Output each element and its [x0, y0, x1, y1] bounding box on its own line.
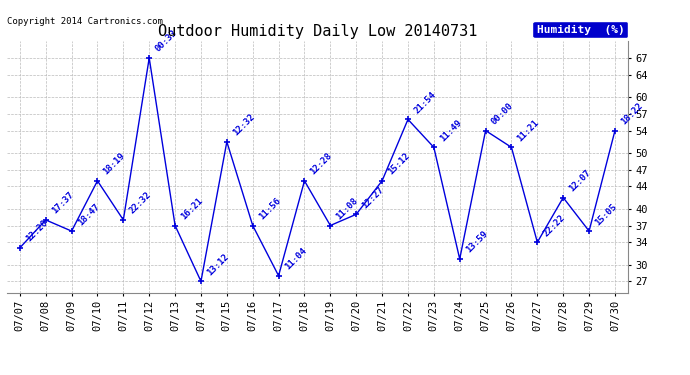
Text: 12:32: 12:32 [231, 112, 257, 138]
Text: 12:20: 12:20 [24, 218, 50, 244]
Text: 00:00: 00:00 [490, 101, 515, 126]
Text: 18:22: 18:22 [619, 101, 644, 126]
Text: 13:59: 13:59 [464, 230, 489, 255]
Text: 11:56: 11:56 [257, 196, 282, 221]
Text: 12:28: 12:28 [308, 151, 334, 177]
Text: 17:37: 17:37 [50, 190, 75, 216]
Text: Copyright 2014 Cartronics.com: Copyright 2014 Cartronics.com [7, 17, 163, 26]
Text: 21:54: 21:54 [412, 90, 437, 115]
Text: 22:32: 22:32 [128, 190, 153, 216]
Title: Outdoor Humidity Daily Low 20140731: Outdoor Humidity Daily Low 20140731 [158, 24, 477, 39]
Text: 11:21: 11:21 [515, 118, 541, 143]
Text: 12:07: 12:07 [567, 168, 593, 194]
Text: 12:27: 12:27 [360, 185, 386, 210]
Text: 11:04: 11:04 [283, 246, 308, 272]
Text: 13:12: 13:12 [205, 252, 230, 277]
Text: 15:12: 15:12 [386, 151, 412, 177]
Text: 16:21: 16:21 [179, 196, 205, 221]
Text: 22:22: 22:22 [542, 213, 567, 238]
Text: 18:19: 18:19 [101, 151, 127, 177]
Text: 15:05: 15:05 [593, 201, 619, 227]
Text: 00:33: 00:33 [153, 28, 179, 54]
Text: 18:47: 18:47 [76, 201, 101, 227]
Text: 11:49: 11:49 [438, 118, 464, 143]
Text: 11:08: 11:08 [335, 196, 360, 221]
Legend: Humidity  (%): Humidity (%) [533, 21, 628, 38]
